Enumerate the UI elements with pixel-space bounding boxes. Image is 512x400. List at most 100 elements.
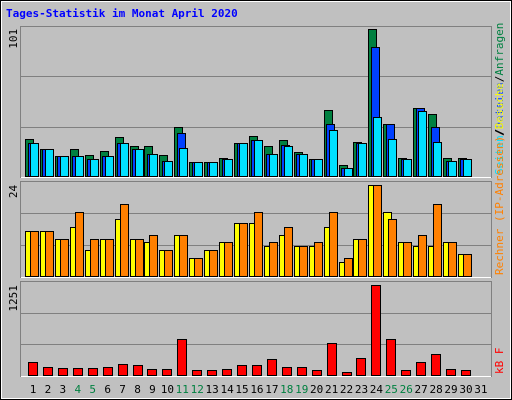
x-tick-label: 11 xyxy=(176,383,189,396)
bar xyxy=(105,156,114,177)
legend-entry: Dateien xyxy=(493,82,506,128)
bar xyxy=(209,250,218,277)
x-tick-label: 22 xyxy=(340,383,353,396)
bar xyxy=(103,367,113,376)
bar xyxy=(314,242,323,277)
bar xyxy=(254,212,263,277)
x-tick-label: 28 xyxy=(429,383,442,396)
bar xyxy=(147,369,157,376)
bar xyxy=(45,149,54,177)
bar xyxy=(45,231,54,277)
bar xyxy=(177,339,187,376)
bar xyxy=(416,362,426,376)
x-tick-label: 20 xyxy=(310,383,323,396)
bar xyxy=(209,162,218,177)
legend-separator: / xyxy=(493,129,506,136)
bar xyxy=(118,364,128,376)
bar xyxy=(329,130,338,177)
bar xyxy=(297,367,307,376)
bar xyxy=(284,146,293,177)
bar xyxy=(179,148,188,177)
bar xyxy=(90,239,99,277)
bar xyxy=(239,223,248,277)
bar xyxy=(239,143,248,177)
x-tick-label: 1 xyxy=(30,383,37,396)
bar xyxy=(358,143,367,177)
bar xyxy=(299,154,308,177)
bar xyxy=(30,231,39,277)
bar xyxy=(448,161,457,177)
bar xyxy=(90,159,99,177)
bar xyxy=(194,258,203,277)
bar xyxy=(30,143,39,177)
bar xyxy=(344,258,353,277)
bar xyxy=(418,235,427,277)
x-tick-label: 2 xyxy=(45,383,52,396)
x-tick-label: 23 xyxy=(355,383,368,396)
bar xyxy=(463,159,472,177)
bar xyxy=(237,365,247,376)
x-tick-label: 21 xyxy=(325,383,338,396)
legend: kB F xyxy=(493,348,506,375)
bar xyxy=(356,358,366,376)
bar xyxy=(418,111,427,177)
bar xyxy=(133,365,143,376)
bar xyxy=(120,204,129,277)
bar xyxy=(386,339,396,376)
legend-entry: Anfragen xyxy=(493,23,506,76)
legend-separator: / xyxy=(493,76,506,83)
bar xyxy=(88,368,98,376)
bar xyxy=(43,367,53,376)
bar xyxy=(120,143,129,177)
bar xyxy=(433,142,442,177)
bar xyxy=(403,242,412,277)
bar xyxy=(358,239,367,277)
x-tick-label: 12 xyxy=(191,383,204,396)
x-tick-label: 16 xyxy=(250,383,263,396)
bar xyxy=(284,227,293,277)
bar xyxy=(446,369,456,376)
bar xyxy=(105,239,114,277)
legend-entry: Rechner (IP-Adressen) xyxy=(493,136,506,275)
bar xyxy=(135,239,144,277)
bar xyxy=(164,250,173,277)
x-tick-label: 15 xyxy=(235,383,248,396)
bar xyxy=(388,219,397,277)
x-tick-label: 24 xyxy=(370,383,384,396)
bar xyxy=(179,235,188,277)
bar xyxy=(222,369,232,376)
bar xyxy=(192,370,202,376)
bar xyxy=(162,369,172,376)
chart-title: Tages-Statistik im Monat April 2020 xyxy=(6,7,238,20)
legend-entry: kB F xyxy=(493,348,506,375)
bar xyxy=(373,185,382,277)
x-tick-label: 19 xyxy=(295,383,308,396)
x-tick-label: 14 xyxy=(220,383,234,396)
bar xyxy=(299,246,308,277)
y-tick-label: 1251 xyxy=(7,285,20,312)
bar xyxy=(75,156,84,177)
x-tick-label: 18 xyxy=(280,383,293,396)
legend: Rechner (IP-Adressen)/Besuche xyxy=(493,83,506,275)
y-tick-label: 101 xyxy=(7,29,20,49)
bar xyxy=(149,154,158,177)
bar xyxy=(433,204,442,277)
bar xyxy=(327,343,337,376)
bar xyxy=(401,370,411,376)
bar xyxy=(135,149,144,177)
bar xyxy=(224,159,233,177)
bar xyxy=(312,370,322,376)
bar xyxy=(269,242,278,277)
bar xyxy=(461,370,471,376)
bar xyxy=(344,168,353,177)
bar xyxy=(75,212,84,277)
x-tick-label: 27 xyxy=(415,383,428,396)
x-tick-label: 3 xyxy=(60,383,67,396)
bar xyxy=(28,362,38,376)
bar xyxy=(60,156,69,177)
bar xyxy=(342,372,352,376)
bar xyxy=(373,117,382,177)
bar xyxy=(314,159,323,177)
bar xyxy=(403,159,412,177)
